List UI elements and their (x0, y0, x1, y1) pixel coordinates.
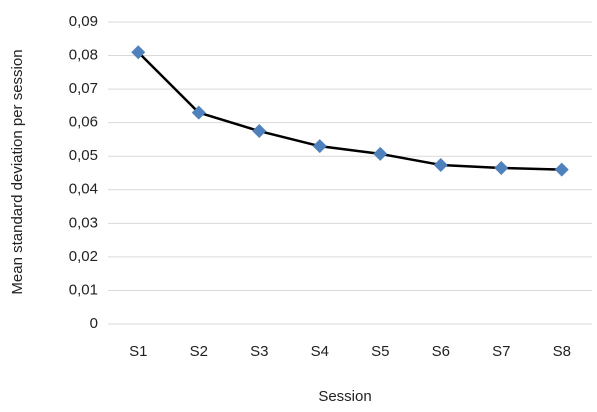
data-point (554, 162, 569, 177)
x-axis-title: Session (318, 388, 371, 405)
y-tick-label: 0,03 (69, 214, 98, 231)
data-point (252, 124, 267, 139)
x-tick-label: S6 (432, 343, 450, 360)
x-tick-label: S2 (190, 343, 208, 360)
data-point (191, 105, 206, 120)
y-axis-title: Mean standard deviation per session (9, 49, 26, 294)
x-tick-label: S1 (129, 343, 147, 360)
data-point (494, 160, 509, 175)
y-tick-label: 0,02 (69, 248, 98, 265)
y-tick-label: 0,05 (69, 147, 98, 164)
x-tick-label: S5 (371, 343, 389, 360)
data-point (373, 146, 388, 161)
y-tick-label: 0,06 (69, 114, 98, 131)
data-point (312, 139, 327, 154)
x-tick-label: S8 (553, 343, 571, 360)
data-point (131, 45, 146, 60)
y-tick-label: 0 (90, 315, 98, 332)
y-tick-label: 0,09 (69, 13, 98, 30)
x-tick-label: S4 (311, 343, 329, 360)
data-point (433, 157, 448, 172)
y-tick-label: 0,08 (69, 47, 98, 64)
x-tick-label: S3 (250, 343, 268, 360)
x-tick-label: S7 (492, 343, 510, 360)
y-tick-label: 0,04 (69, 181, 98, 198)
y-tick-label: 0,01 (69, 281, 98, 298)
y-tick-label: 0,07 (69, 80, 98, 97)
series-line (137, 51, 562, 171)
